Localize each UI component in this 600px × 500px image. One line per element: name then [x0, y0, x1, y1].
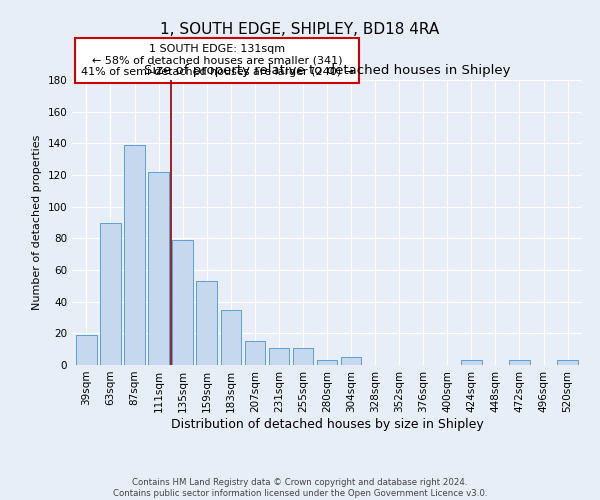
Y-axis label: Number of detached properties: Number of detached properties — [32, 135, 42, 310]
Text: 1, SOUTH EDGE, SHIPLEY, BD18 4RA: 1, SOUTH EDGE, SHIPLEY, BD18 4RA — [160, 22, 440, 38]
Bar — [196, 281, 217, 365]
Text: 1 SOUTH EDGE: 131sqm
← 58% of detached houses are smaller (341)
41% of semi-deta: 1 SOUTH EDGE: 131sqm ← 58% of detached h… — [81, 44, 354, 77]
Bar — [172, 240, 193, 365]
Bar — [148, 172, 169, 365]
Bar — [293, 348, 313, 365]
Bar — [557, 360, 578, 365]
Bar — [341, 357, 361, 365]
Bar — [76, 335, 97, 365]
Bar — [245, 341, 265, 365]
Bar — [509, 360, 530, 365]
Title: Size of property relative to detached houses in Shipley: Size of property relative to detached ho… — [144, 64, 510, 78]
Bar — [124, 145, 145, 365]
Bar — [269, 348, 289, 365]
Text: Contains HM Land Registry data © Crown copyright and database right 2024.
Contai: Contains HM Land Registry data © Crown c… — [113, 478, 487, 498]
Bar — [461, 360, 482, 365]
Bar — [317, 360, 337, 365]
Bar — [100, 222, 121, 365]
Bar — [221, 310, 241, 365]
X-axis label: Distribution of detached houses by size in Shipley: Distribution of detached houses by size … — [170, 418, 484, 430]
